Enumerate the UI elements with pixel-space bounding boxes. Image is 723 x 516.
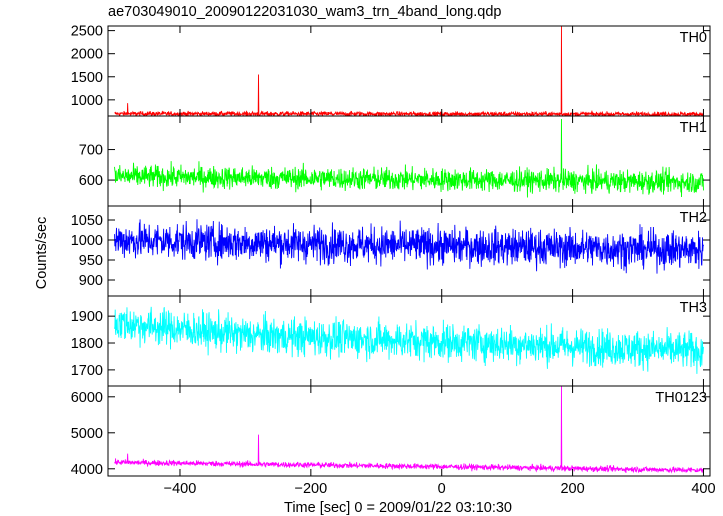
y-tick-label: 6000 <box>71 390 103 406</box>
y-tick-label: 700 <box>79 143 103 159</box>
x-tick-label: 400 <box>691 481 715 497</box>
x-tick-label: −200 <box>295 481 328 497</box>
chart-title: ae703049010_20090122031030_wam3_trn_4ban… <box>108 4 501 20</box>
y-tick-label: 1900 <box>71 309 103 325</box>
panel-label: TH2 <box>680 210 707 226</box>
series-line-th2 <box>114 219 704 274</box>
panel-label: TH0 <box>680 30 707 46</box>
series-line-th0 <box>114 26 704 116</box>
panel-frame <box>107 205 711 297</box>
y-tick-label: 1000 <box>71 93 103 109</box>
panel-frame <box>107 115 711 207</box>
x-tick-label: 200 <box>560 481 584 497</box>
y-tick-label: 1700 <box>71 363 103 379</box>
panel-th3: 1700 1800 1900 TH3 <box>71 295 711 387</box>
y-tick-label: 1050 <box>71 213 103 229</box>
y-tick-label: 5000 <box>71 426 103 442</box>
y-tick-label: 950 <box>79 253 103 269</box>
panel-th2: 900 950 1000 1050 TH2 <box>71 205 711 297</box>
panel-th0123: 4000 5000 6000 TH0123 <box>71 385 711 478</box>
panel-label: TH3 <box>680 300 707 316</box>
y-tick-label: 2000 <box>71 47 103 63</box>
panel-frame <box>107 385 711 477</box>
panel-label: TH0123 <box>655 390 707 406</box>
y-tick-label: 2500 <box>71 24 103 40</box>
x-tick-label: 0 <box>438 481 446 497</box>
y-tick-label: 600 <box>79 173 103 189</box>
panel-label: TH1 <box>680 120 707 136</box>
series-line-th3 <box>114 306 704 374</box>
x-axis: −400 −200 0 200 400 <box>164 481 716 497</box>
y-tick-label: 4000 <box>71 462 103 478</box>
panel-th1: 600 700 TH1 <box>79 115 711 207</box>
x-axis-label: Time [sec] 0 = 2009/01/22 03:10:30 <box>284 500 512 516</box>
panel-frame <box>107 25 711 117</box>
series-line-th0123 <box>114 386 704 474</box>
panel-th0: 1000 1500 2000 2500 TH0 <box>71 24 711 117</box>
y-tick-label: 1800 <box>71 336 103 352</box>
y-tick-label: 900 <box>79 273 103 289</box>
y-tick-label: 1500 <box>71 70 103 86</box>
x-tick-label: −400 <box>164 481 197 497</box>
series-line-th1 <box>114 119 704 198</box>
y-tick-label: 1000 <box>71 233 103 249</box>
y-axis-label: Counts/sec <box>34 217 50 290</box>
